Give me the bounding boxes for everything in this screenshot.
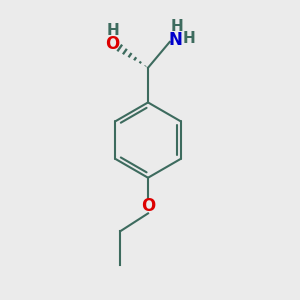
Text: O: O: [141, 197, 155, 215]
Text: H: H: [107, 23, 120, 38]
Text: H: H: [170, 19, 183, 34]
Text: N: N: [169, 31, 183, 49]
Text: H: H: [183, 32, 196, 46]
Text: O: O: [105, 35, 119, 53]
